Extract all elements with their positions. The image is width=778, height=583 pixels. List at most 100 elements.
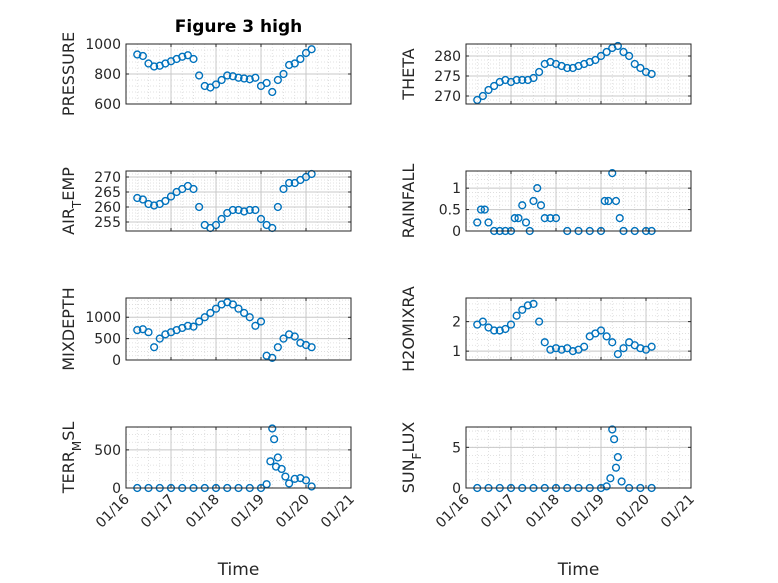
data-point <box>514 214 523 223</box>
axes-box <box>465 426 692 489</box>
data-point <box>200 313 209 322</box>
data-point <box>478 91 487 101</box>
y-tick-label: 0 <box>112 481 121 497</box>
y-tick-label: 1 <box>452 181 461 197</box>
data-point <box>273 202 282 212</box>
minor-grid <box>466 427 691 489</box>
data-point <box>529 196 538 206</box>
data-point <box>268 424 277 433</box>
y-tick-label: 0 <box>112 353 121 369</box>
data-point <box>535 67 544 77</box>
data-point <box>211 80 221 89</box>
data-point <box>133 193 142 203</box>
y-axis-label: AIRTEMP <box>59 167 84 235</box>
data-point <box>195 71 204 80</box>
y-tick-label: 265 <box>94 185 121 201</box>
y-tick-label: 270 <box>434 89 461 105</box>
x-tick-label: 01/16 <box>93 491 133 531</box>
data-point <box>245 313 254 322</box>
data-point <box>647 342 656 351</box>
data-point <box>262 78 271 88</box>
data-point <box>630 59 639 69</box>
data-point <box>546 345 555 354</box>
data-point <box>512 311 521 320</box>
data-point <box>195 202 204 212</box>
x-axis-label: Time <box>557 560 600 580</box>
data-point <box>501 324 510 334</box>
y-tick-label: 600 <box>94 97 121 113</box>
data-point <box>307 343 316 352</box>
data-point <box>473 218 482 227</box>
data-point <box>600 196 609 206</box>
axes-box <box>125 170 352 232</box>
data-point <box>506 320 516 329</box>
data-point <box>245 75 254 84</box>
data-point <box>183 51 192 60</box>
data-point <box>480 205 489 214</box>
data-point <box>619 47 628 57</box>
data-point <box>228 205 237 215</box>
data-point <box>484 85 493 95</box>
data-point <box>478 317 487 326</box>
y-axis-label: THETA <box>399 48 418 100</box>
data-point <box>521 218 531 227</box>
data-point <box>178 52 187 61</box>
x-tick-label: 01/19 <box>568 492 608 532</box>
y-tick-label: 1 <box>452 344 461 360</box>
data-point <box>301 48 311 58</box>
data-point <box>529 299 538 309</box>
data-point <box>636 63 645 73</box>
axes-box <box>465 170 692 232</box>
minor-grid <box>126 427 351 489</box>
y-tick-label: 0.5 <box>439 203 461 219</box>
data-point <box>563 63 572 73</box>
data-point <box>206 308 215 318</box>
data-point <box>296 54 305 64</box>
data-point <box>533 184 542 193</box>
data-point <box>307 45 316 54</box>
data-point <box>211 304 221 313</box>
data-series <box>133 45 316 97</box>
data-point <box>273 343 282 352</box>
data-point <box>281 472 290 481</box>
data-series <box>473 41 656 105</box>
chart-title: Figure 3 high <box>175 17 303 37</box>
data-point <box>490 81 499 91</box>
x-tick-label: 01/16 <box>433 491 473 531</box>
data-point <box>613 41 622 51</box>
data-point <box>195 317 204 326</box>
data-point <box>150 201 159 210</box>
data-point <box>568 347 577 356</box>
data-point <box>557 345 566 354</box>
y-tick-label: 1000 <box>85 37 121 53</box>
data-point <box>144 199 153 209</box>
y-tick-label: 275 <box>434 69 461 85</box>
data-point <box>290 474 299 483</box>
y-tick-label: 500 <box>94 443 121 459</box>
major-grid <box>466 44 691 104</box>
data-point <box>611 463 621 472</box>
data-point <box>540 214 549 223</box>
data-point <box>290 332 299 341</box>
data-point <box>228 300 237 309</box>
data-point <box>251 205 260 215</box>
data-series <box>133 298 316 362</box>
minor-grid <box>126 298 351 361</box>
data-point <box>228 72 237 81</box>
data-point <box>251 321 260 330</box>
y-axis-label: PRESSURE <box>59 32 78 116</box>
y-tick-label: 0 <box>452 224 461 240</box>
data-point <box>476 205 486 214</box>
data-point <box>273 453 282 462</box>
y-tick-label: 260 <box>94 200 121 216</box>
data-point <box>490 326 499 335</box>
y-tick-label: 1000 <box>85 310 121 326</box>
data-point <box>240 207 249 216</box>
x-tick-label: 01/18 <box>183 492 223 532</box>
minor-grid <box>466 44 691 105</box>
data-point <box>290 59 299 68</box>
y-tick-label: 0 <box>452 481 461 497</box>
data-point <box>217 214 226 224</box>
data-point <box>551 214 561 223</box>
data-point <box>268 353 277 362</box>
